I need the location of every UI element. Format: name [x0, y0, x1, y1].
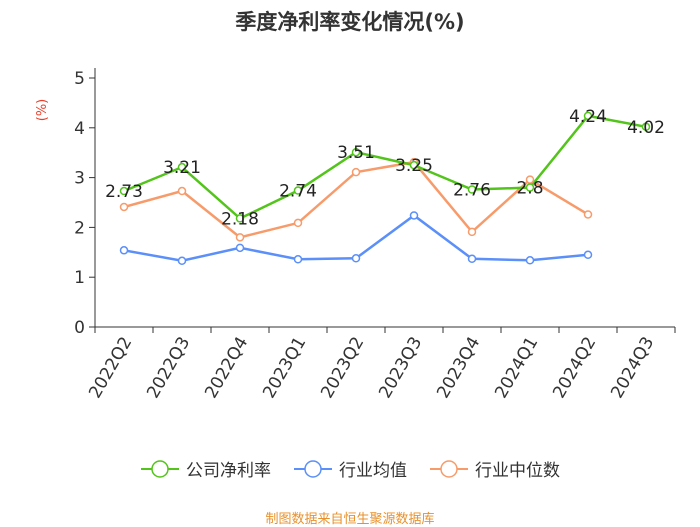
data-point — [525, 256, 535, 265]
legend-item: 公司净利率 — [140, 456, 271, 481]
y-axis-label: (%) — [35, 99, 50, 122]
data-point — [293, 186, 303, 195]
data-point — [351, 147, 361, 157]
y-tick-label: 2 — [74, 218, 85, 238]
data-point — [583, 111, 593, 121]
data-label: 3.51 — [337, 143, 375, 163]
data-point — [525, 175, 535, 184]
data-point — [235, 214, 245, 223]
data-point — [583, 250, 593, 260]
data-point — [119, 186, 129, 196]
data-label: 3.21 — [163, 158, 201, 178]
y-tick-label: 3 — [74, 169, 85, 189]
legend-label: 行业中位数 — [475, 461, 560, 481]
legend-label: 公司净利率 — [186, 461, 271, 481]
y-tick-label: 0 — [74, 318, 85, 338]
data-label: 2.8 — [516, 179, 543, 199]
data-point — [177, 162, 187, 172]
data-label: 2.18 — [221, 209, 259, 229]
data-label: 2.73 — [105, 182, 143, 202]
data-point — [583, 210, 593, 219]
data-point — [467, 185, 477, 194]
data-label: 4.24 — [569, 107, 607, 127]
x-tick-label: 2022Q4 — [201, 334, 252, 402]
source-note: 制图数据来自恒生聚源数据库 — [265, 512, 435, 527]
chart-data-labels: 2.73 3.21 2.18 2.74 3.51 3.25 2.76 2.8 4.24 4.02 — [105, 107, 665, 230]
data-point — [177, 256, 187, 266]
y-tick-label: 5 — [74, 69, 85, 89]
data-point — [351, 254, 361, 263]
chart-data-points — [119, 111, 651, 266]
chart-series-lines — [123, 114, 647, 263]
data-label: 2.76 — [453, 181, 491, 201]
legend-swatch — [141, 459, 179, 478]
series-line — [123, 114, 647, 220]
data-point — [177, 186, 187, 196]
legend-swatch — [430, 459, 468, 478]
data-point — [409, 211, 419, 220]
data-point — [351, 167, 361, 177]
x-tick-label: 2024Q2 — [549, 334, 600, 402]
x-tick-label: 2023Q2 — [317, 334, 368, 402]
legend-item: 行业均值 — [293, 456, 407, 481]
legend-label: 行业均值 — [339, 461, 407, 481]
data-point — [467, 254, 477, 264]
chart-legend: 公司净利率 行业均值 行业中位数 — [0, 456, 700, 481]
y-tick-label: 1 — [74, 268, 85, 288]
chart-title: 季度净利率变化情况(%) — [235, 10, 465, 34]
data-point — [293, 255, 303, 264]
legend-item: 行业中位数 — [429, 456, 560, 481]
x-tick-label: 2024Q1 — [491, 334, 542, 402]
data-label: 3.25 — [395, 156, 433, 176]
y-tick-label: 4 — [74, 119, 85, 139]
data-point — [409, 160, 419, 170]
x-tick-label: 2023Q1 — [259, 334, 310, 402]
data-point — [467, 227, 477, 237]
x-tick-label: 2022Q3 — [143, 334, 194, 402]
x-tick-label: 2023Q4 — [433, 334, 484, 402]
legend-swatch — [294, 459, 332, 478]
data-label: 4.02 — [627, 118, 665, 138]
data-point — [641, 122, 651, 132]
x-tick-label: 2024Q3 — [607, 334, 658, 402]
x-tick-label: 2023Q3 — [375, 334, 426, 402]
data-point — [293, 218, 303, 228]
series-line — [123, 213, 589, 263]
data-point — [119, 202, 129, 212]
x-tick-label: 2022Q2 — [85, 334, 136, 402]
data-point — [119, 246, 129, 255]
data-point — [525, 183, 535, 192]
data-point — [235, 233, 245, 242]
data-label: 2.74 — [279, 182, 317, 202]
data-point — [235, 243, 245, 253]
